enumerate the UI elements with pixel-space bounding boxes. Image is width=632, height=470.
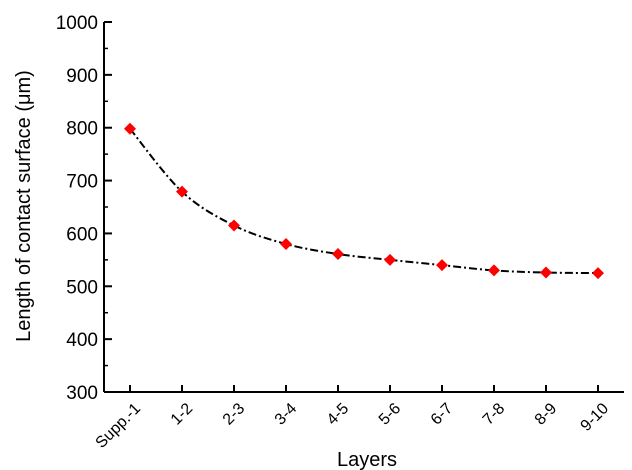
y-tick-label: 1000: [56, 13, 98, 34]
x-tick-label: 1-2: [168, 400, 196, 428]
x-tick-label: 2-3: [220, 400, 248, 428]
x-tick-label: 4-5: [324, 400, 352, 428]
y-axis-title: Length of contact surface (μm): [13, 70, 35, 342]
data-point: [176, 185, 188, 198]
data-point: [592, 267, 604, 280]
data-markers: [124, 122, 604, 280]
data-point: [332, 248, 344, 261]
y-tick-label: 400: [66, 330, 98, 351]
data-point: [488, 264, 500, 277]
data-point: [436, 259, 448, 272]
y-axis: 300 400 500 600 700 800 900 1000: [56, 13, 112, 404]
x-tick-label: 6-7: [428, 400, 456, 428]
x-tick-label: Supp.-1: [93, 400, 145, 452]
y-tick-label: 800: [66, 119, 98, 140]
y-tick-label: 500: [66, 277, 98, 298]
x-axis: Supp.-1 1-2 2-3 3-4 4-5 5-6 6-7 7-8 8-9 9-10: [93, 385, 624, 452]
x-tick-label: 8-9: [532, 400, 560, 428]
data-point: [280, 238, 292, 250]
x-tick-label: 3-4: [272, 400, 300, 428]
data-point: [124, 122, 136, 135]
data-point: [228, 219, 240, 232]
x-axis-title: Layers: [337, 449, 397, 470]
y-tick-label: 300: [66, 383, 98, 404]
y-tick-label: 700: [66, 172, 98, 193]
series-line: [129, 128, 599, 275]
x-tick-label: 9-10: [578, 400, 613, 435]
y-tick-label: 900: [66, 66, 98, 87]
data-point: [540, 266, 552, 279]
x-tick-label: 7-8: [480, 400, 508, 428]
x-tick-label: 5-6: [376, 400, 404, 428]
y-tick-label: 600: [66, 224, 98, 245]
series-line-group: [129, 128, 599, 275]
data-point: [384, 253, 396, 266]
